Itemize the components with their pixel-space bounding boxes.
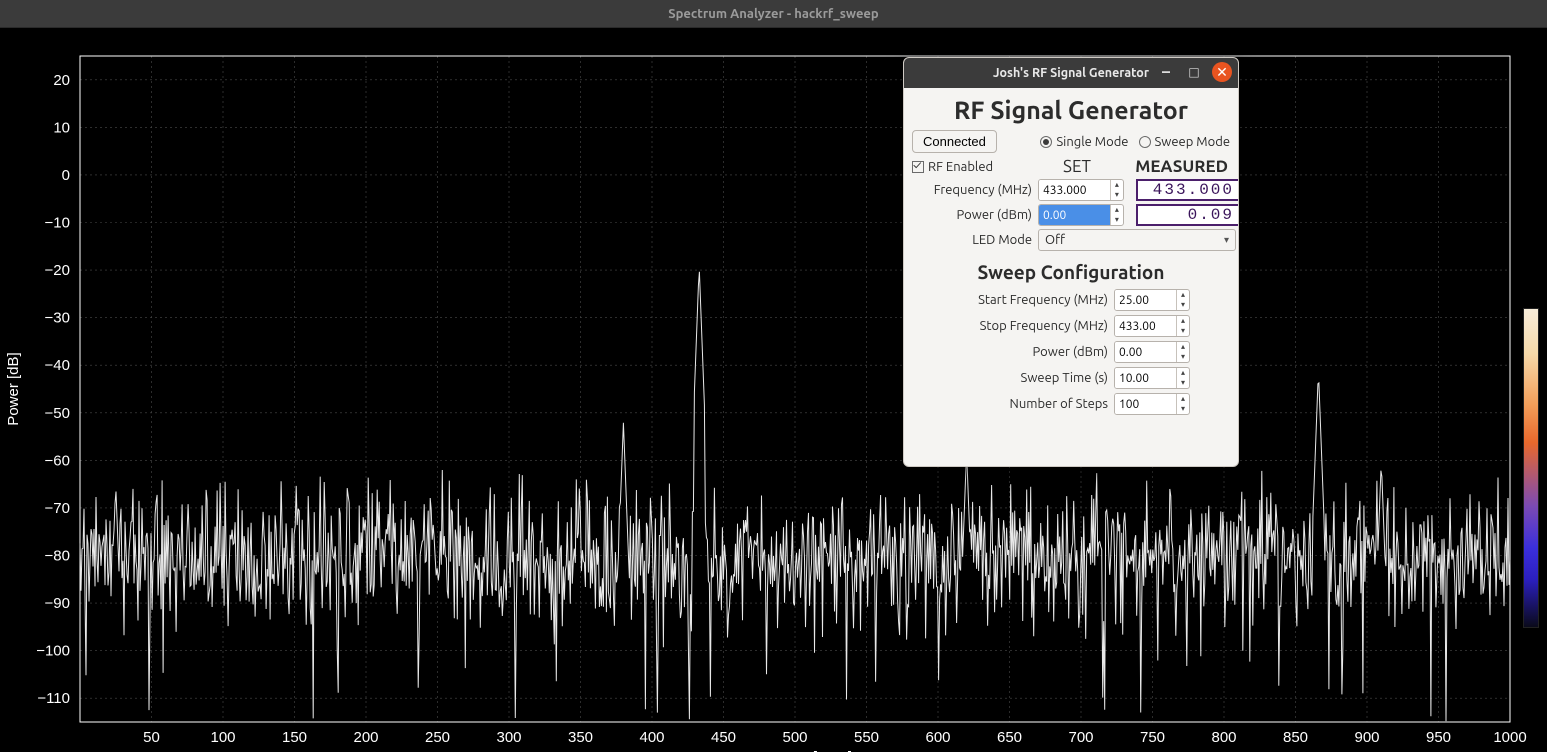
svg-text:900: 900 xyxy=(1354,729,1379,746)
connect-button[interactable]: Connected xyxy=(912,130,997,153)
svg-text:Power [dB]: Power [dB] xyxy=(5,352,22,425)
single-mode-radio[interactable]: Single Mode xyxy=(1040,135,1128,149)
svg-text:20: 20 xyxy=(53,72,70,89)
svg-text:0: 0 xyxy=(62,167,70,184)
frequency-set-spinbox[interactable]: ▴▾ xyxy=(1038,179,1124,201)
single-mode-label: Single Mode xyxy=(1056,135,1128,149)
svg-text:450: 450 xyxy=(711,729,736,746)
up-icon[interactable]: ▴ xyxy=(1177,290,1189,300)
down-icon[interactable]: ▾ xyxy=(1177,352,1189,362)
svg-text:600: 600 xyxy=(925,729,950,746)
led-mode-label: LED Mode xyxy=(912,233,1032,247)
svg-text:1000: 1000 xyxy=(1493,729,1526,746)
up-icon[interactable]: ▴ xyxy=(1111,205,1123,215)
led-mode-select[interactable]: Off ▾ xyxy=(1038,229,1236,251)
down-icon[interactable]: ▾ xyxy=(1177,326,1189,336)
dialog-heading: RF Signal Generator xyxy=(912,96,1230,124)
main-window-title: Spectrum Analyzer - hackrf_sweep xyxy=(668,7,878,21)
up-icon[interactable]: ▴ xyxy=(1177,394,1189,404)
svg-text:−30: −30 xyxy=(45,310,70,327)
rf-signal-generator-window: Josh's RF Signal Generator – □ ✕ RF Sign… xyxy=(903,57,1239,467)
svg-text:−40: −40 xyxy=(45,357,70,374)
power-measured-display: 0.09 xyxy=(1136,204,1239,226)
down-icon[interactable]: ▾ xyxy=(1111,190,1123,200)
svg-text:−20: −20 xyxy=(45,262,70,279)
svg-text:350: 350 xyxy=(568,729,593,746)
measured-column-heading: MEASURED xyxy=(1122,157,1232,176)
radio-icon xyxy=(1139,136,1151,148)
svg-text:850: 850 xyxy=(1283,729,1308,746)
up-icon[interactable]: ▴ xyxy=(1111,180,1123,190)
svg-text:750: 750 xyxy=(1140,729,1165,746)
start-freq-label: Start Frequency (MHz) xyxy=(912,293,1108,307)
sweep-time-spinbox[interactable]: ▴▾ xyxy=(1114,367,1190,389)
checkbox-icon xyxy=(912,161,924,173)
colorbar xyxy=(1523,308,1539,628)
svg-text:800: 800 xyxy=(1211,729,1236,746)
down-icon[interactable]: ▾ xyxy=(1177,378,1189,388)
stop-freq-label: Stop Frequency (MHz) xyxy=(912,319,1108,333)
svg-text:50: 50 xyxy=(143,729,160,746)
sweep-mode-radio[interactable]: Sweep Mode xyxy=(1139,135,1231,149)
num-steps-spinbox[interactable]: ▴▾ xyxy=(1114,393,1190,415)
num-steps-input[interactable] xyxy=(1115,394,1176,414)
svg-text:250: 250 xyxy=(425,729,450,746)
sweep-power-label: Power (dBm) xyxy=(912,345,1108,359)
svg-text:−110: −110 xyxy=(37,690,70,707)
sweep-mode-label: Sweep Mode xyxy=(1155,135,1231,149)
rf-enabled-checkbox[interactable]: RF Enabled xyxy=(912,157,1032,176)
power-set-input[interactable] xyxy=(1039,205,1110,225)
svg-text:150: 150 xyxy=(282,729,307,746)
sweep-config-heading: Sweep Configuration xyxy=(912,261,1230,283)
sweep-power-input[interactable] xyxy=(1115,342,1176,362)
svg-text:−70: −70 xyxy=(45,500,70,517)
svg-text:200: 200 xyxy=(353,729,378,746)
svg-text:−60: −60 xyxy=(45,452,70,469)
main-titlebar: Spectrum Analyzer - hackrf_sweep xyxy=(0,0,1547,28)
svg-text:650: 650 xyxy=(997,729,1022,746)
rf-enabled-label: RF Enabled xyxy=(928,160,993,174)
stop-freq-spinbox[interactable]: ▴▾ xyxy=(1114,315,1190,337)
down-icon[interactable]: ▾ xyxy=(1177,404,1189,414)
svg-text:100: 100 xyxy=(210,729,235,746)
minimize-icon[interactable]: – xyxy=(1156,62,1176,82)
frequency-label: Frequency (MHz) xyxy=(912,183,1032,197)
svg-text:−10: −10 xyxy=(45,215,70,232)
svg-text:−90: −90 xyxy=(45,595,70,612)
dialog-titlebar[interactable]: Josh's RF Signal Generator – □ ✕ xyxy=(904,58,1238,88)
down-icon[interactable]: ▾ xyxy=(1111,215,1123,225)
set-column-heading: SET xyxy=(1032,157,1122,176)
svg-text:400: 400 xyxy=(639,729,664,746)
svg-text:700: 700 xyxy=(1068,729,1093,746)
svg-text:550: 550 xyxy=(854,729,879,746)
start-freq-spinbox[interactable]: ▴▾ xyxy=(1114,289,1190,311)
maximize-icon[interactable]: □ xyxy=(1184,62,1204,82)
svg-text:−80: −80 xyxy=(45,548,70,565)
radio-icon xyxy=(1040,136,1052,148)
up-icon[interactable]: ▴ xyxy=(1177,368,1189,378)
frequency-measured-display: 433.000 xyxy=(1136,179,1239,201)
stop-freq-input[interactable] xyxy=(1115,316,1176,336)
frequency-set-input[interactable] xyxy=(1039,180,1110,200)
power-label: Power (dBm) xyxy=(912,208,1032,222)
start-freq-input[interactable] xyxy=(1115,290,1176,310)
power-set-spinbox[interactable]: ▴▾ xyxy=(1038,204,1124,226)
svg-text:950: 950 xyxy=(1426,729,1451,746)
up-icon[interactable]: ▴ xyxy=(1177,316,1189,326)
chevron-down-icon: ▾ xyxy=(1224,234,1229,246)
sweep-time-input[interactable] xyxy=(1115,368,1176,388)
led-mode-value: Off xyxy=(1045,233,1065,247)
up-icon[interactable]: ▴ xyxy=(1177,342,1189,352)
sweep-time-label: Sweep Time (s) xyxy=(912,371,1108,385)
svg-text:−50: −50 xyxy=(45,405,70,422)
svg-text:−100: −100 xyxy=(36,643,70,660)
num-steps-label: Number of Steps xyxy=(912,397,1108,411)
svg-text:500: 500 xyxy=(782,729,807,746)
spectrum-plot: −110−100−90−80−70−60−50−40−30−20−1001020… xyxy=(0,28,1547,752)
down-icon[interactable]: ▾ xyxy=(1177,300,1189,310)
close-icon[interactable]: ✕ xyxy=(1212,62,1232,82)
svg-text:10: 10 xyxy=(53,119,70,136)
sweep-power-spinbox[interactable]: ▴▾ xyxy=(1114,341,1190,363)
svg-text:300: 300 xyxy=(496,729,521,746)
